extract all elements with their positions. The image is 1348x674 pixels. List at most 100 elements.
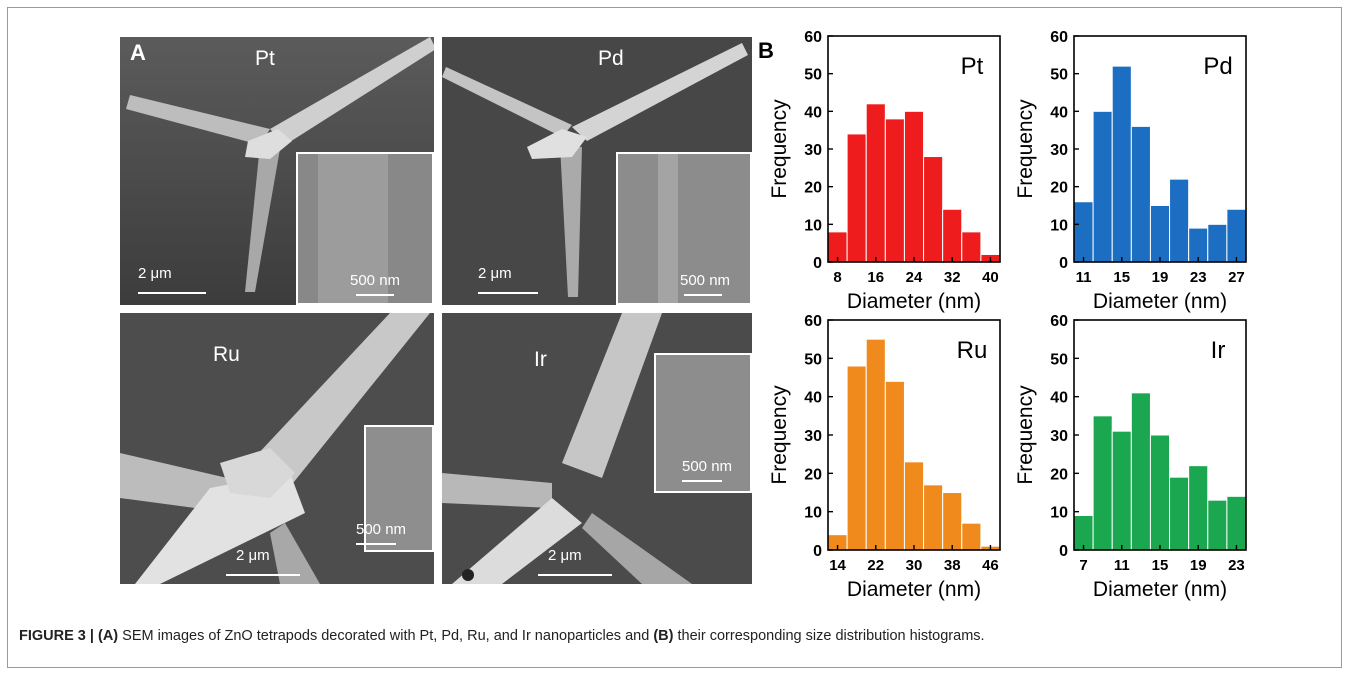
histogram-bar [1207,223,1228,263]
y-tick-label: 20 [804,180,822,197]
y-tick-label: 30 [1050,428,1068,445]
panel-b-label: B [758,38,774,63]
caption-prefix: FIGURE 3 | [19,628,98,644]
y-axis-label: Frequency [1014,99,1037,199]
y-tick-label: 60 [804,313,822,330]
histogram-bar [903,110,925,263]
y-tick-label: 10 [804,217,822,234]
histogram-bar [1092,415,1113,551]
y-tick-label: 30 [804,428,822,445]
histogram-bar [1188,227,1209,263]
y-tick-label: 0 [1059,255,1068,272]
histogram-bar [1188,465,1209,551]
y-tick-label: 50 [1050,351,1068,368]
inset-pd: 500 nm [616,152,752,305]
sem-label-ir: Ir [534,348,547,371]
y-tick-label: 40 [1050,390,1068,407]
sem-label-pt: Pt [255,47,275,70]
histogram-bar [1169,476,1190,551]
y-tick-label: 0 [813,255,822,272]
x-tick-label: 11 [1076,269,1092,286]
y-axis-label: Frequency [768,99,791,199]
histogram-bar [846,365,867,551]
histogram-bar [865,103,886,263]
histogram-bar [1130,392,1151,551]
histogram-bar [884,118,905,263]
x-tick-label: 23 [1190,269,1207,286]
histogram-bar [1149,205,1171,263]
x-tick-label: 24 [906,269,923,286]
histogram-bar [1149,434,1171,551]
histogram-ru: Frequency 0 10 20 30 40 50 60 14 22 30 38 46Diameter… [768,313,1001,601]
histogram-bar [1073,201,1094,263]
y-tick-label: 30 [804,142,822,159]
y-tick-label: 50 [804,351,822,368]
sem-image-pd: 500 nm Pd 2 μm [442,37,752,305]
y-tick-label: 40 [1050,104,1068,121]
y-tick-label: 20 [1050,466,1068,483]
x-tick-label: 27 [1228,269,1245,286]
histogram-title: Pt [961,53,984,80]
inset-ir [654,353,752,493]
histogram-bar [1226,495,1247,551]
histogram-bar [961,522,982,551]
histogram-bar [1226,208,1247,263]
inset-scale-ru-text: 500 nm [356,521,406,545]
y-tick-label: 50 [1050,67,1068,84]
histogram-bar [865,338,886,551]
inset-scale-ir: 500 nm [682,458,732,482]
scale-bar-pd: 2 μm [478,265,538,294]
x-tick-label: 11 [1114,557,1130,574]
y-tick-label: 10 [804,505,822,522]
x-tick-label: 38 [944,557,961,574]
sem-label-ru: Ru [213,343,240,366]
x-tick-label: 32 [944,269,961,286]
scale-bar-ir: 2 μm [538,547,612,576]
histogram-title: Pd [1203,53,1232,80]
histogram-title: Ru [957,337,988,364]
scale-bar-ru: 2 μm [226,547,300,576]
x-tick-label: 7 [1079,557,1087,574]
x-tick-label: 15 [1113,269,1130,286]
inset-scale-pt: 500 nm [350,272,400,296]
y-tick-label: 40 [804,390,822,407]
histogram-bar [1111,430,1132,551]
caption-suffix: their corresponding size distribution hi… [673,628,985,644]
histogram-bar [1207,499,1228,551]
x-axis-label: Diameter (nm) [847,290,981,313]
x-tick-label: 14 [829,557,846,574]
y-tick-label: 50 [804,67,822,84]
histogram-bar [923,156,944,263]
y-tick-label: 60 [1050,29,1068,46]
x-tick-label: 30 [906,557,923,574]
histogram-bar [1111,65,1132,263]
y-axis-label: Frequency [1014,385,1037,485]
sem-image-ir: 500 nm Ir 2 μm [442,313,752,584]
x-tick-label: 22 [867,557,884,574]
y-tick-label: 20 [804,466,822,483]
x-tick-label: 16 [867,269,884,286]
histogram-bar [923,484,944,551]
x-tick-label: 19 [1152,269,1169,286]
inset-scale-pd: 500 nm [680,272,730,296]
histogram-bar [961,231,982,263]
x-tick-label: 8 [833,269,841,286]
y-tick-label: 20 [1050,180,1068,197]
histogram-bar [1092,110,1113,263]
y-tick-label: 30 [1050,142,1068,159]
x-axis-label: Diameter (nm) [1093,578,1227,601]
caption-a-tag: (A) [98,628,119,644]
histogram-bar [846,133,867,263]
histogram-ir: Frequency 0 10 20 30 40 50 60 7 11 15 19 23Diameter … [1014,313,1247,601]
histogram-bar [942,208,963,263]
histogram-pd: Frequency 0 10 20 30 40 50 60 11 15 19 23 27Diameter… [1014,29,1247,313]
inset-pt: 500 nm [296,152,434,305]
y-tick-label: 10 [1050,505,1068,522]
histogram-bar [903,461,925,551]
y-tick-label: 10 [1050,217,1068,234]
inset-ru [364,425,434,552]
scale-bar-pt: 2 μm [138,265,206,294]
figure-frame [7,7,1342,668]
x-axis-label: Diameter (nm) [847,578,981,601]
